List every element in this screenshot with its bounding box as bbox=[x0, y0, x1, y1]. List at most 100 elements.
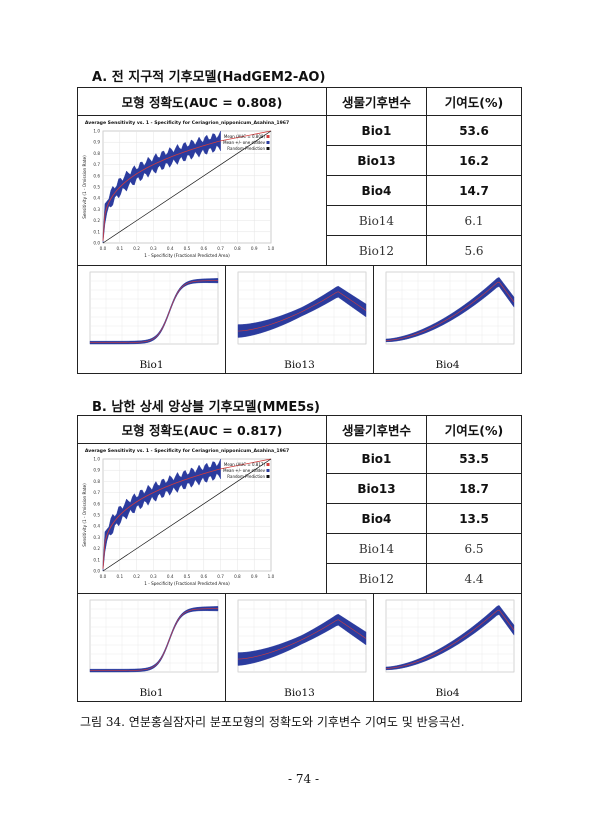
var-cell: Bio4 bbox=[325, 503, 428, 534]
x-tick-label: 0.6 bbox=[200, 574, 207, 579]
y-tick-label: 0.1 bbox=[93, 557, 100, 562]
response-label: Bio4 bbox=[435, 359, 460, 371]
response-label: Bio1 bbox=[139, 687, 164, 699]
var-cell: Bio13 bbox=[325, 473, 428, 504]
response-curves-row: Bio1 Bio13 Bio4 bbox=[77, 265, 522, 374]
var-cell: Bio14 bbox=[325, 205, 428, 236]
response-curve-panel: Bio1 bbox=[78, 266, 226, 373]
response-curve-panel: Bio4 bbox=[374, 266, 521, 373]
x-tick-label: 0.6 bbox=[200, 246, 207, 251]
y-tick-label: 0.7 bbox=[93, 490, 100, 495]
contribution-cell: 18.7 bbox=[426, 473, 522, 504]
response-curve-panel: Bio13 bbox=[226, 266, 374, 373]
legend-swatch bbox=[266, 469, 270, 472]
var-cell: Bio12 bbox=[325, 235, 428, 266]
x-tick-label: 0.7 bbox=[217, 574, 224, 579]
x-tick-label: 0.7 bbox=[217, 246, 224, 251]
response-label: Bio4 bbox=[435, 687, 460, 699]
contribution-cell: 13.5 bbox=[426, 503, 522, 534]
contribution-header: 기여도(%) bbox=[426, 87, 522, 116]
y-tick-label: 0.6 bbox=[93, 501, 100, 506]
x-tick-label: 1.0 bbox=[268, 246, 275, 251]
x-axis-label: 1 - Specificity (Fractional Predicted Ar… bbox=[144, 581, 230, 586]
response-band bbox=[385, 605, 515, 671]
y-tick-label: 0.2 bbox=[93, 218, 100, 223]
x-tick-label: 1.0 bbox=[268, 574, 275, 579]
legend-entry: Random Prediction bbox=[227, 474, 265, 479]
var-cell: Bio4 bbox=[325, 175, 428, 206]
legend-swatch bbox=[266, 463, 270, 466]
y-tick-label: 0.6 bbox=[93, 173, 100, 178]
x-tick-label: 0.8 bbox=[234, 246, 241, 251]
response-mean-curve bbox=[237, 619, 367, 660]
y-tick-label: 1.0 bbox=[93, 457, 100, 462]
legend-entry: Mean +/- one stddev bbox=[223, 140, 265, 145]
response-label: Bio13 bbox=[284, 359, 315, 371]
section-a-title: A. 전 지구적 기후모델(HadGEM2-AO) bbox=[92, 70, 326, 85]
legend-swatch bbox=[266, 475, 270, 478]
roc-cell: 0.0 0.0 0.1 0.1 0.2 0.2 0.3 0.3 0.4 0.4 0.5 0.5 0.6 0… bbox=[77, 443, 327, 594]
response-curve-panel: Bio4 bbox=[374, 594, 521, 701]
roc-chart: 0.00.0 0.1 0.1 0.2 0.2 0.3 0.3 0.4 0.4 0.5 0.5 0.6 0… bbox=[82, 120, 289, 258]
var-cell: Bio14 bbox=[325, 533, 428, 564]
y-axis-label: Sensitivity (1 - Omission Rate) bbox=[82, 483, 87, 547]
response-band bbox=[385, 277, 515, 343]
y-tick-label: 0.9 bbox=[93, 140, 100, 145]
stddev-band bbox=[102, 130, 221, 244]
x-tick-label: 0.9 bbox=[251, 574, 258, 579]
y-tick-label: 0.9 bbox=[93, 468, 100, 473]
roc-chart: 0.00.0 0.1 0.1 0.2 0.2 0.3 0.3 0.4 0.4 0.5 0.5 0.6 0… bbox=[82, 448, 289, 586]
var-cell: Bio13 bbox=[325, 145, 428, 176]
x-tick-label: 0.3 bbox=[150, 574, 157, 579]
y-tick-label: 1.0 bbox=[93, 129, 100, 134]
roc-cell: 0.0 0.0 0.1 0.1 0.2 0.2 0.3 0.3 0.4 0.4 0.5 0.5 0.6 0… bbox=[77, 115, 327, 266]
response-label: Bio13 bbox=[284, 687, 315, 699]
x-tick-label: 0.5 bbox=[184, 246, 191, 251]
x-axis-label: 1 - Specificity (Fractional Predicted Ar… bbox=[144, 253, 230, 258]
contribution-cell: 4.4 bbox=[426, 563, 522, 594]
response-curve-bio1 bbox=[89, 271, 219, 345]
y-tick-label: 0.4 bbox=[93, 196, 100, 201]
y-tick-label: 0.0 bbox=[93, 241, 100, 246]
x-tick-label: 0.0 bbox=[100, 246, 107, 251]
response-band bbox=[89, 278, 219, 345]
response-mean-curve bbox=[89, 608, 219, 671]
results-table-a: 모형 정확도(AUC = 0.808) 생물기후변수 기여도(%) 0.0 0.0… bbox=[77, 87, 522, 374]
contribution-cell: 6.1 bbox=[426, 205, 522, 236]
x-tick-label: 0.2 bbox=[133, 574, 140, 579]
contribution-cell: 6.5 bbox=[426, 533, 522, 564]
random-prediction-line bbox=[102, 130, 272, 244]
contribution-cell: 53.5 bbox=[426, 443, 522, 474]
response-mean-curve bbox=[237, 291, 367, 332]
response-curve-panel: Bio13 bbox=[226, 594, 374, 701]
var-cell: Bio12 bbox=[325, 563, 428, 594]
legend-swatch bbox=[266, 147, 270, 150]
contribution-header: 기여도(%) bbox=[426, 415, 522, 444]
response-curves-row: Bio1 Bio13 Bio4 bbox=[77, 593, 522, 702]
response-curve-panel: Bio1 bbox=[78, 594, 226, 701]
legend-swatch bbox=[266, 135, 270, 138]
x-tick-label: 0.8 bbox=[234, 574, 241, 579]
section-b-title: B. 남한 상세 앙상블 기후모델(MME5s) bbox=[92, 400, 320, 415]
y-tick-label: 0.8 bbox=[93, 479, 100, 484]
x-tick-label: 0.9 bbox=[251, 246, 258, 251]
y-tick-label: 0.8 bbox=[93, 151, 100, 156]
response-band bbox=[89, 606, 219, 673]
y-tick-label: 0.4 bbox=[93, 524, 100, 529]
y-tick-label: 0.2 bbox=[93, 546, 100, 551]
figure-caption: 그림 34. 연분홍실잠자리 분포모형의 정확도와 기후변수 기여도 및 반응곡… bbox=[80, 715, 465, 729]
results-table-b: 모형 정확도(AUC = 0.817) 생물기후변수 기여도(%) 0.0 0.0… bbox=[77, 415, 522, 702]
response-curve-bio4 bbox=[385, 599, 515, 673]
x-tick-label: 0.5 bbox=[184, 574, 191, 579]
response-mean-curve bbox=[89, 280, 219, 343]
page-number: - 74 - bbox=[287, 772, 319, 786]
bioclim-var-header: 생물기후변수 bbox=[325, 415, 428, 444]
response-mean-curve bbox=[385, 609, 515, 669]
contribution-cell: 16.2 bbox=[426, 145, 522, 176]
x-tick-label: 0.4 bbox=[167, 246, 174, 251]
legend-entry: Mean (AUC = 0.808) bbox=[224, 134, 266, 139]
y-tick-label: 0.0 bbox=[93, 569, 100, 574]
contribution-cell: 14.7 bbox=[426, 175, 522, 206]
response-mean-curve bbox=[385, 281, 515, 341]
legend-entry: Mean +/- one stddev bbox=[223, 468, 265, 473]
